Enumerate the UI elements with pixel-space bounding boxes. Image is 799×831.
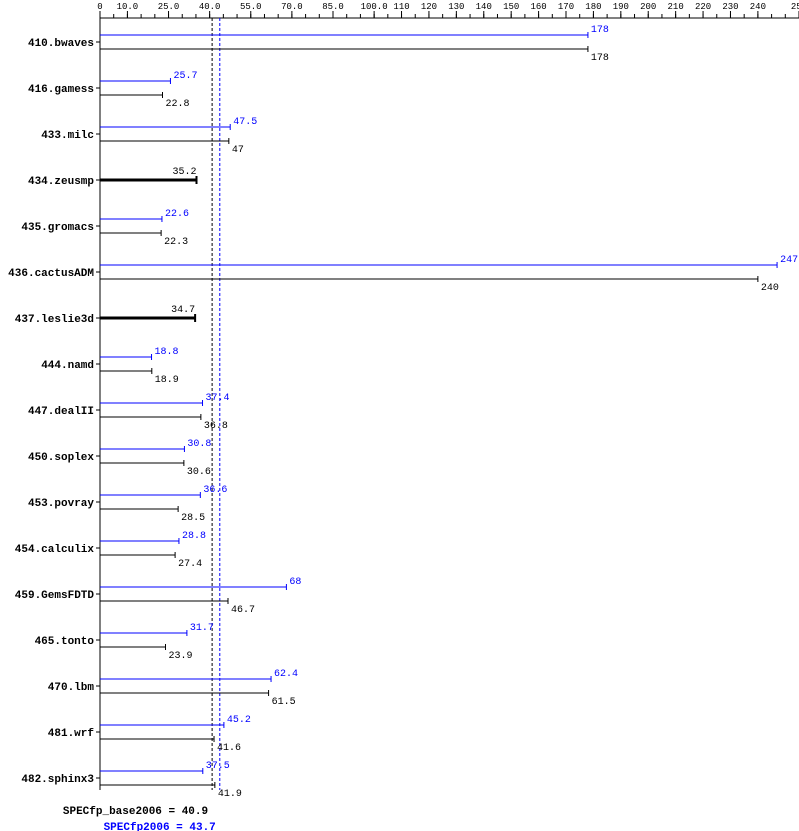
benchmark-value-peak: 62.4: [274, 669, 298, 680]
benchmark-label: 437.leslie3d: [15, 314, 94, 326]
benchmark-value-peak: 28.8: [182, 531, 206, 542]
benchmark-label: 436.cactusADM: [8, 268, 94, 280]
benchmark-label: 433.milc: [41, 130, 94, 142]
benchmark-value-peak: 178: [591, 25, 609, 36]
benchmark-value-base: 23.9: [169, 651, 193, 662]
summary-text: SPECfp2006 = 43.7: [104, 822, 216, 831]
benchmark-value-base: 240: [761, 283, 779, 294]
benchmark-label: 465.tonto: [35, 636, 95, 648]
benchmark-value-base: 22.3: [164, 237, 188, 248]
benchmark-label: 410.bwaves: [28, 38, 94, 50]
x-tick-label: 70.0: [281, 2, 303, 12]
benchmark-label: 459.GemsFDTD: [15, 590, 95, 602]
x-tick-label: 10.0: [117, 2, 139, 12]
x-tick-label: 255: [791, 2, 799, 12]
benchmark-value-peak: 47.5: [233, 117, 257, 128]
x-tick-label: 170: [558, 2, 574, 12]
x-tick-label: 220: [695, 2, 711, 12]
benchmark-value-base: 46.7: [231, 605, 255, 616]
benchmark-value-base: 178: [591, 53, 609, 64]
benchmark-value-peak: 37.4: [206, 393, 230, 404]
benchmark-value-peak: 31.7: [190, 623, 214, 634]
x-tick-label: 85.0: [322, 2, 344, 12]
x-tick-label: 130: [448, 2, 464, 12]
benchmark-label: 447.dealII: [28, 406, 94, 418]
x-tick-label: 140: [476, 2, 492, 12]
x-tick-label: 120: [421, 2, 437, 12]
x-tick-label: 240: [750, 2, 766, 12]
benchmark-value-base: 61.5: [272, 697, 296, 708]
benchmark-value-peak: 247: [780, 255, 798, 266]
benchmark-value-base: 27.4: [178, 559, 202, 570]
benchmark-value-peak: 18.8: [155, 347, 179, 358]
benchmark-value-peak: 36.6: [203, 485, 227, 496]
benchmark-value-peak: 25.7: [173, 71, 197, 82]
summary-text: SPECfp_base2006 = 40.9: [63, 806, 208, 818]
benchmark-value-base: 18.9: [155, 375, 179, 386]
benchmark-label: 435.gromacs: [21, 222, 94, 234]
x-tick-label: 200: [640, 2, 656, 12]
benchmark-value-peak: 45.2: [227, 715, 251, 726]
benchmark-value-base: 47: [232, 145, 244, 156]
benchmark-value: 34.7: [171, 305, 195, 316]
x-tick-label: 190: [613, 2, 629, 12]
benchmark-value-base: 36.8: [204, 421, 228, 432]
x-tick-label: 110: [393, 2, 409, 12]
x-tick-label: 150: [503, 2, 519, 12]
benchmark-label: 434.zeusmp: [28, 176, 94, 188]
benchmark-value-base: 41.9: [218, 789, 242, 800]
benchmark-value-base: 30.6: [187, 467, 211, 478]
benchmark-value-peak: 37.5: [206, 761, 230, 772]
benchmark-value-peak: 30.8: [187, 439, 211, 450]
benchmark-value-base: 22.8: [165, 99, 189, 110]
x-tick-label: 210: [668, 2, 684, 12]
benchmark-value-base: 28.5: [181, 513, 205, 524]
chart-bg: [0, 0, 799, 831]
benchmark-value-peak: 22.6: [165, 209, 189, 220]
benchmark-label: 416.gamess: [28, 84, 94, 96]
x-tick-label: 160: [530, 2, 546, 12]
x-tick-label: 40.0: [199, 2, 221, 12]
benchmark-value-base: 41.6: [217, 743, 241, 754]
x-tick-label: 100.0: [361, 2, 388, 12]
benchmark-label: 453.povray: [28, 498, 94, 510]
x-tick-label: 25.0: [158, 2, 180, 12]
benchmark-value: 35.2: [172, 167, 196, 178]
benchmark-label: 482.sphinx3: [21, 774, 94, 786]
benchmark-label: 444.namd: [41, 360, 94, 372]
x-tick-label: 55.0: [240, 2, 262, 12]
benchmark-value-peak: 68: [289, 577, 301, 588]
spec-benchmark-chart: 0 10.0 25.0 40.0 55.0 70.0 85.0 100.0 110 120 130 1…: [0, 0, 799, 831]
x-tick-label: 0: [97, 2, 102, 12]
x-tick-label: 230: [722, 2, 738, 12]
x-tick-label: 180: [585, 2, 601, 12]
benchmark-label: 481.wrf: [48, 728, 95, 740]
benchmark-label: 470.lbm: [48, 682, 95, 694]
benchmark-label: 454.calculix: [15, 544, 95, 556]
benchmark-label: 450.soplex: [28, 452, 94, 464]
